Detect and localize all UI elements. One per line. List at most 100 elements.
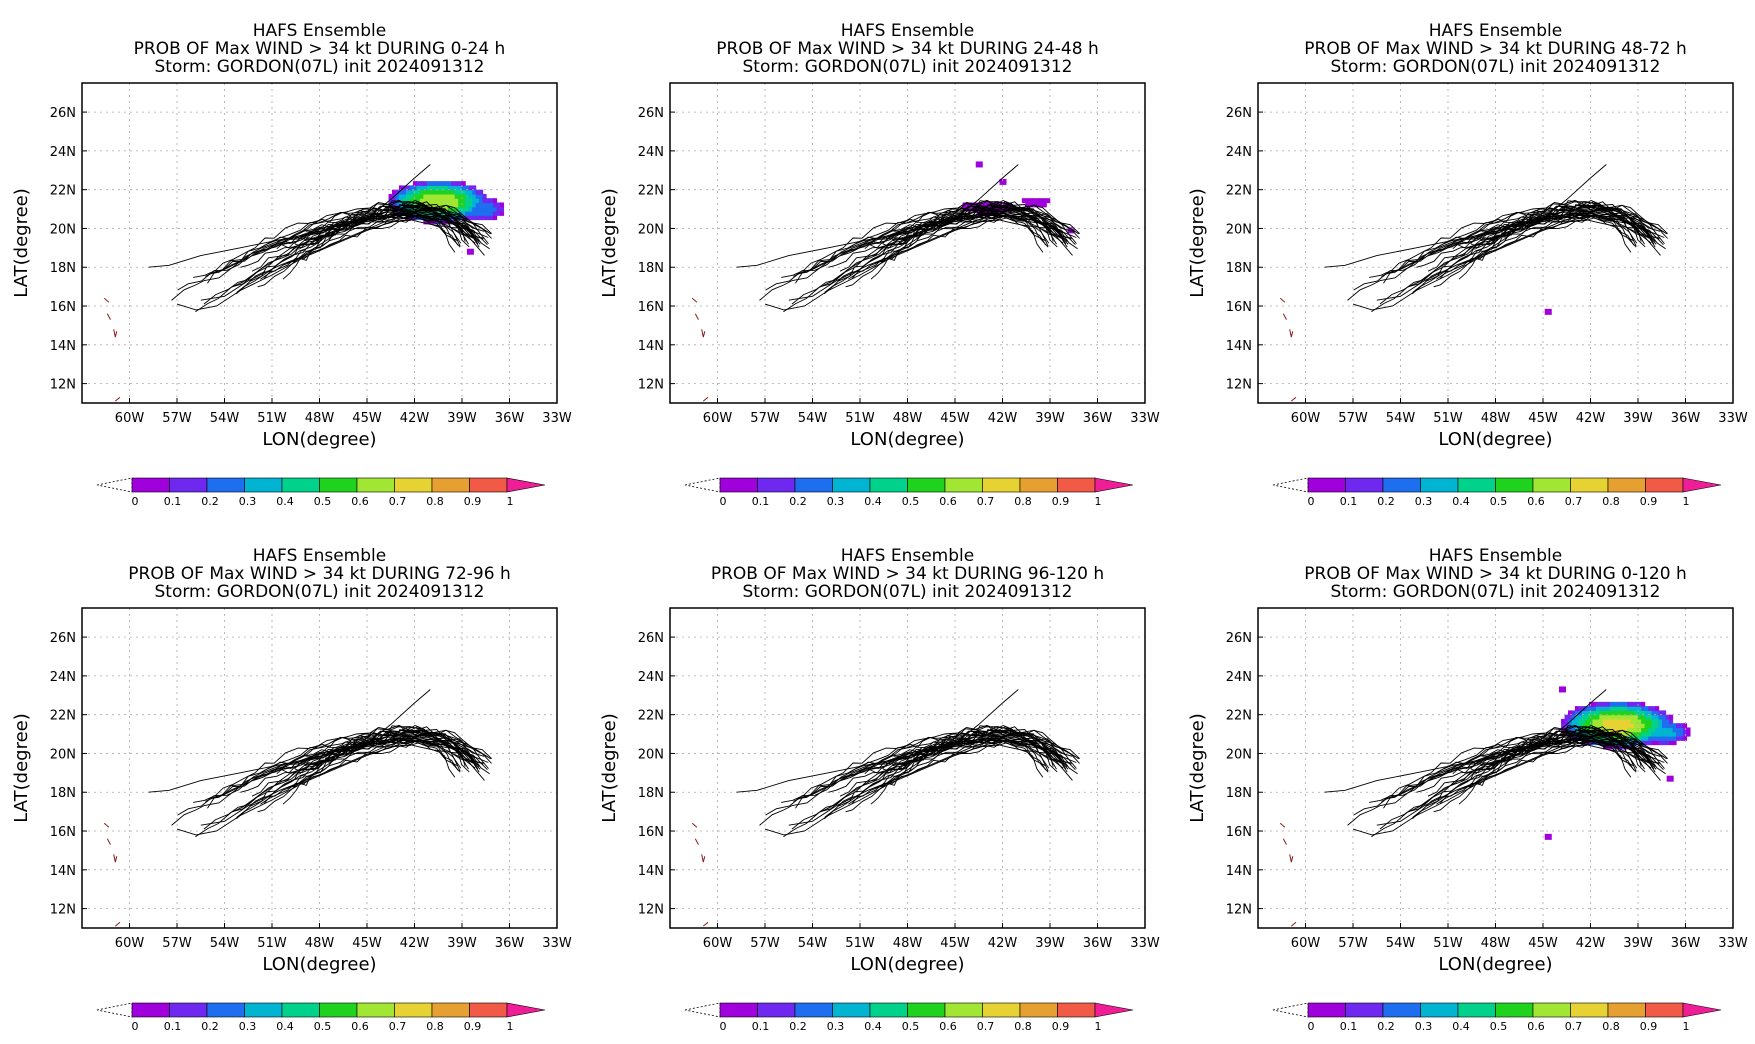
prob-cell: [1588, 706, 1593, 711]
panel-storm-line: Storm: GORDON(07L) init 2024091312: [1330, 582, 1660, 602]
prob-cell: [1627, 701, 1632, 707]
prob-cell: [479, 202, 484, 208]
prob-cell: [1627, 731, 1632, 737]
x-tick-label: 45W: [352, 411, 382, 426]
prob-cell: [1669, 714, 1674, 720]
x-tick-label: 54W: [210, 936, 240, 951]
y-tick-label: 18N: [638, 786, 664, 801]
prob-cell: [1613, 727, 1618, 733]
prob-cell: [1662, 727, 1667, 733]
prob-cell: [1000, 202, 1005, 208]
x-tick-label: 57W: [162, 411, 192, 426]
panel-title: HAFS Ensemble: [841, 21, 974, 41]
prob-cell: [1634, 740, 1639, 746]
prob-cell: [1623, 731, 1628, 737]
x-tick-label: 42W: [1576, 411, 1606, 426]
prob-cell: [1592, 723, 1597, 729]
prob-cell: [1630, 714, 1635, 720]
prob-cell: [1648, 731, 1653, 737]
prob-cell: [1672, 736, 1677, 741]
prob-cell: [423, 219, 428, 225]
prob-cell: [1669, 727, 1674, 733]
prob-cell: [412, 181, 417, 186]
prob-cell: [1679, 723, 1684, 729]
probability-field: [1544, 686, 1691, 840]
prob-cell: [440, 198, 445, 204]
prob-cell: [1585, 714, 1590, 720]
prob-cell: [402, 185, 407, 191]
prob-cell: [454, 181, 459, 186]
prob-cell: [486, 215, 491, 221]
prob-cell: [1655, 714, 1660, 720]
prob-cell: [426, 211, 431, 216]
colorbar-swatch: [907, 477, 946, 493]
prob-cell: [1662, 740, 1667, 746]
x-tick-label: 48W: [1481, 936, 1511, 951]
prob-cell: [465, 215, 470, 221]
colorbar-swatch: [982, 1002, 1021, 1018]
prob-cell: [482, 206, 487, 212]
colorbar-tick-label: 0.3: [239, 1020, 257, 1033]
prob-cell: [1581, 723, 1587, 729]
prob-cell: [1581, 718, 1587, 724]
prob-cell: [1641, 710, 1646, 716]
prob-cell: [493, 215, 498, 221]
prob-cell: [468, 189, 473, 195]
colorbar-tick-label: 0.4: [864, 495, 882, 508]
panel-storm-line: Storm: GORDON(07L) init 2024091312: [154, 57, 484, 77]
x-tick-label: 36W: [1671, 411, 1701, 426]
colorbar-tick-label: 0.4: [1452, 495, 1470, 508]
prob-cell: [1644, 710, 1649, 716]
prob-cell: [465, 211, 470, 216]
prob-cell: [412, 202, 417, 208]
prob-cell: [440, 185, 445, 191]
island-outline: [1290, 396, 1297, 402]
prob-cell: [1627, 706, 1632, 711]
colorbar-swatch: [281, 477, 320, 493]
track-line: [736, 164, 1019, 268]
prob-cell: [451, 202, 456, 208]
prob-cell: [1641, 718, 1646, 724]
x-axis-label: LON(degree): [1438, 954, 1552, 975]
prob-cell: [1564, 723, 1569, 729]
prob-cell: [1672, 731, 1677, 737]
y-axis-label: LAT(degree): [11, 713, 32, 822]
y-tick-label: 12N: [50, 378, 76, 393]
prob-cell: [447, 202, 452, 208]
prob-cell: [1620, 710, 1625, 716]
prob-cell: [1665, 714, 1670, 720]
prob-cell: [1627, 736, 1632, 741]
colorbar-tick-label: 0.6: [1527, 1020, 1545, 1033]
prob-cell: [1039, 198, 1044, 204]
y-tick-label: 22N: [1226, 709, 1252, 724]
colorbar-swatch: [244, 477, 283, 493]
x-tick-label: 39W: [447, 936, 477, 951]
y-tick-label: 24N: [638, 670, 664, 685]
x-tick-label: 54W: [210, 411, 240, 426]
prob-cell: [458, 193, 463, 199]
coastline: [691, 297, 709, 402]
colorbar-swatch: [169, 1002, 208, 1018]
prob-cell: [1602, 718, 1607, 724]
x-tick-label: 60W: [703, 936, 733, 951]
prob-cell: [472, 202, 477, 208]
prob-cell: [1613, 710, 1618, 716]
track-line: [873, 210, 1072, 244]
x-axis-label: LON(degree): [262, 429, 376, 450]
colorbar-tick-label: 0.9: [1640, 1020, 1658, 1033]
x-tick-label: 42W: [988, 411, 1018, 426]
grid: [82, 83, 558, 403]
colorbar-tick-label: 0: [132, 1020, 139, 1033]
prob-cell: [1571, 718, 1576, 724]
colorbar-tick-label: 0.5: [902, 495, 920, 508]
colorbar-tick-label: 0.5: [902, 1020, 920, 1033]
prob-cell: [1634, 710, 1639, 716]
prob-cell: [433, 219, 438, 225]
prob-cell: [486, 198, 491, 204]
prob-cell: [1588, 714, 1593, 720]
colorbar-tick-label: 0.7: [977, 495, 995, 508]
prob-speck: [1067, 227, 1075, 234]
colorbar-swatch: [1532, 1002, 1571, 1018]
prob-cell: [1641, 731, 1646, 737]
